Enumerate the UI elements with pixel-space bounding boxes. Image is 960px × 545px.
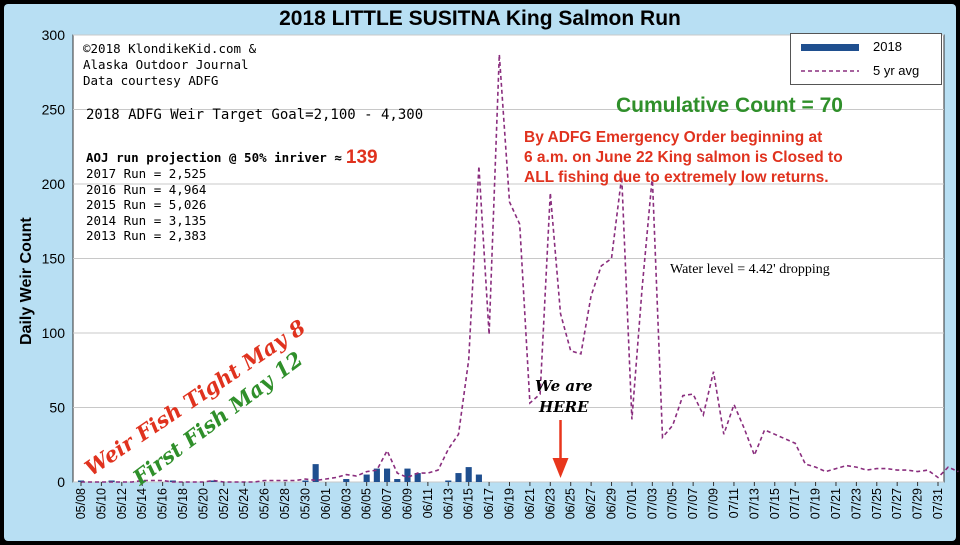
bar-2018 [455, 473, 462, 482]
credits-line: Alaska Outdoor Journal [83, 57, 249, 72]
we-are-here-line: We are [535, 377, 593, 395]
x-tick-label: 06/03 [339, 488, 353, 519]
y-tick-label: 200 [42, 176, 66, 192]
emergency-order-text: By ADFG Emergency Order beginning at 6 a… [524, 128, 843, 188]
bar-2018 [414, 473, 421, 482]
x-tick-label: 05/20 [196, 488, 210, 519]
x-tick-label: 06/09 [400, 488, 414, 519]
x-tick-label: 06/19 [503, 488, 517, 519]
x-tick-label: 06/01 [319, 488, 333, 519]
bar-2018 [373, 468, 380, 482]
x-tick-label: 06/07 [380, 488, 394, 519]
credits-line: ©2018 KlondikeKid.com & [83, 41, 257, 56]
x-tick-label: 05/10 [94, 488, 108, 519]
x-tick-label: 05/30 [298, 488, 312, 519]
y-tick-label: 300 [42, 27, 66, 43]
x-tick-label: 07/05 [666, 488, 680, 519]
x-tick-label: 07/07 [686, 488, 700, 519]
cumulative-count: Cumulative Count = 70 [616, 94, 843, 117]
x-tick-label: 07/29 [911, 488, 925, 519]
y-tick-label: 150 [42, 251, 66, 267]
prior-run-item: 2013 Run = 2,383 [86, 228, 207, 243]
bar-2018 [312, 464, 319, 482]
x-tick-label: 05/16 [156, 488, 170, 519]
x-tick-label: 06/23 [543, 488, 557, 519]
x-tick-label: 05/26 [258, 488, 272, 519]
bar-2018 [445, 480, 452, 482]
series-line-5yr-avg [81, 54, 959, 483]
target-goal-text: 2018 ADFG Weir Target Goal=2,100 - 4,300 [86, 107, 424, 123]
we-are-here-label: We are HERE [535, 376, 593, 418]
x-tick-label: 06/13 [441, 488, 455, 519]
bar-2018 [139, 480, 146, 482]
x-tick-label: 06/17 [482, 488, 496, 519]
y-tick-label: 0 [57, 474, 65, 490]
prior-run-item: 2017 Run = 2,525 [86, 166, 207, 181]
emergency-line: By ADFG Emergency Order beginning at [524, 129, 823, 146]
x-tick-label: 07/17 [788, 488, 802, 519]
x-tick-label: 07/27 [890, 488, 904, 519]
x-tick-label: 07/23 [849, 488, 863, 519]
bar-2018 [394, 479, 401, 482]
x-tick-label: 06/27 [584, 488, 598, 519]
bar-2018 [465, 467, 472, 482]
emergency-line: ALL fishing due to extremely low returns… [524, 169, 829, 186]
x-tick-label: 07/19 [809, 488, 823, 519]
credits-text: ©2018 KlondikeKid.com & Alaska Outdoor J… [83, 41, 256, 89]
bar-2018 [475, 474, 482, 482]
bar-2018 [302, 480, 309, 482]
x-tick-label: 05/22 [217, 488, 231, 519]
x-tick-label: 06/15 [462, 488, 476, 519]
x-tick-label: 05/28 [278, 488, 292, 519]
bar-2018 [363, 474, 370, 482]
x-tick-label: 06/25 [564, 488, 578, 519]
x-tick-label: 05/14 [135, 488, 149, 519]
projection-text: AOJ run projection @ 50% inriver ≈139 [86, 147, 378, 169]
projection-label: AOJ run projection @ 50% inriver ≈ [86, 150, 342, 165]
y-axis-label: Daily Weir Count [18, 217, 35, 345]
x-tick-label: 05/08 [74, 488, 88, 519]
water-level-text: Water level = 4.42' dropping [670, 262, 830, 277]
bar-2018 [343, 479, 350, 482]
x-tick-label: 06/29 [605, 488, 619, 519]
x-tick-label: 07/13 [747, 488, 761, 519]
x-tick-label: 05/24 [237, 488, 251, 519]
x-tick-label: 07/31 [931, 488, 945, 519]
credits-line: Data courtesy ADFG [83, 73, 219, 88]
x-tick-label: 07/15 [768, 488, 782, 519]
x-tick-label: 06/05 [360, 488, 374, 519]
legend-2018-swatch [801, 44, 859, 51]
x-tick-label: 07/21 [829, 488, 843, 519]
emergency-line: 6 a.m. on June 22 King salmon is Closed … [524, 149, 843, 166]
x-tick-label: 07/09 [707, 488, 721, 519]
bar-2018 [384, 468, 391, 482]
prior-run-item: 2015 Run = 5,026 [86, 197, 207, 212]
legend: 2018 5 yr avg [790, 33, 942, 85]
x-tick-label: 06/11 [421, 488, 435, 518]
x-tick-label: 07/25 [870, 488, 884, 519]
y-tick-label: 50 [49, 400, 65, 416]
projection-value: 139 [345, 147, 378, 168]
we-are-here-arrow-head [552, 458, 569, 478]
prior-runs-list: 2017 Run = 2,525 2016 Run = 4,964 2015 R… [86, 166, 206, 244]
y-tick-label: 250 [42, 102, 66, 118]
chart-title: 2018 LITTLE SUSITNA King Salmon Run [279, 7, 681, 30]
we-are-here-line: HERE [539, 398, 589, 416]
prior-run-item: 2014 Run = 3,135 [86, 212, 207, 228]
bar-2018 [404, 468, 411, 482]
prior-run-item: 2016 Run = 4,964 [86, 181, 207, 197]
legend-avg-label: 5 yr avg [873, 63, 920, 78]
x-tick-label: 07/03 [645, 488, 659, 519]
x-tick-label: 07/01 [625, 488, 639, 519]
x-tick-label: 05/12 [115, 488, 129, 519]
x-tick-label: 05/18 [176, 488, 190, 519]
legend-2018-label: 2018 [873, 39, 902, 54]
x-tick-label: 07/11 [727, 488, 741, 518]
x-tick-label: 06/21 [523, 488, 537, 519]
y-tick-label: 100 [42, 325, 66, 341]
